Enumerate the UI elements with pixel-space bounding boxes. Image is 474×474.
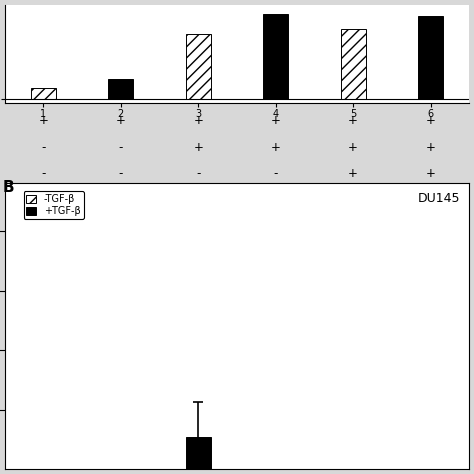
Text: +: + [271, 114, 281, 127]
Text: -: - [196, 167, 201, 180]
Text: +: + [426, 167, 436, 180]
Bar [109, 79, 133, 99]
Text: -: - [41, 167, 46, 180]
Text: +: + [348, 167, 358, 180]
Text: B: B [2, 180, 14, 195]
Text: +: + [348, 114, 358, 127]
Text: +: + [193, 114, 203, 127]
Text: +: + [426, 114, 436, 127]
Bar [264, 14, 288, 99]
Bar [186, 437, 210, 469]
Legend: -TGF-β, +TGF-β: -TGF-β, +TGF-β [24, 191, 83, 219]
Text: +: + [193, 141, 203, 154]
Bar [341, 29, 365, 99]
Text: +: + [38, 114, 48, 127]
Text: +: + [271, 141, 281, 154]
Bar [418, 17, 443, 99]
Text: -: - [118, 167, 123, 180]
Text: +: + [116, 114, 126, 127]
Text: -: - [41, 141, 46, 154]
Text: +: + [348, 141, 358, 154]
Bar [31, 88, 56, 99]
Text: DU145: DU145 [418, 192, 460, 205]
Bar [186, 34, 210, 99]
Text: -: - [118, 141, 123, 154]
Text: +: + [426, 141, 436, 154]
Text: -: - [273, 167, 278, 180]
